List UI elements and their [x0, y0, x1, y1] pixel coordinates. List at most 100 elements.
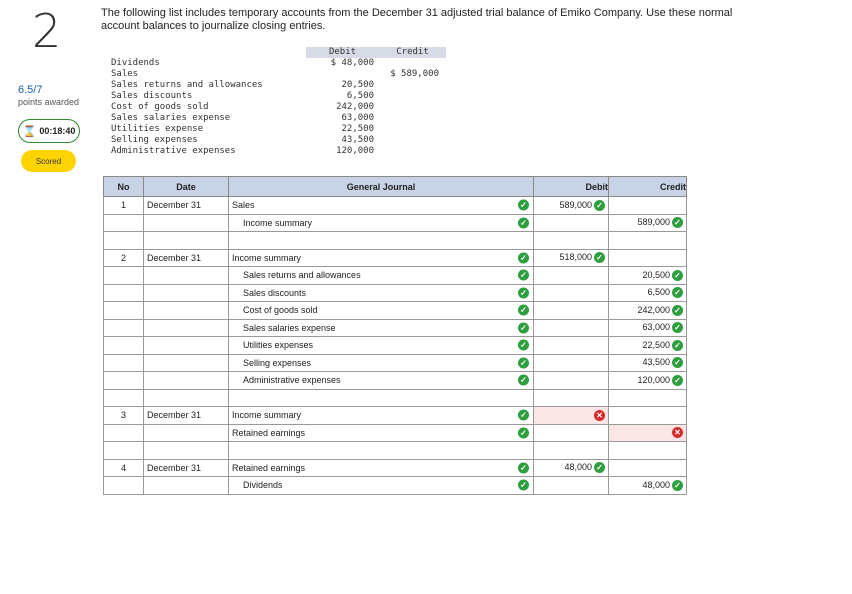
credit-cell[interactable]: 20,500 ✓ — [608, 266, 687, 285]
credit-cell[interactable] — [608, 196, 687, 215]
correct-check-icon: ✓ — [672, 287, 683, 299]
timer[interactable]: ⌛ 00:18:40 — [18, 119, 80, 143]
account-cell[interactable]: Sales returns and allowances ✓ — [228, 266, 534, 285]
debit-cell[interactable] — [533, 423, 609, 442]
account-cell[interactable]: Income summary ✓ — [228, 406, 534, 425]
debit-cell[interactable] — [533, 283, 609, 302]
entry-date[interactable] — [143, 266, 229, 285]
entry-date[interactable] — [143, 283, 229, 302]
account-cell[interactable]: Retained earnings ✓ — [228, 423, 534, 442]
correct-check-icon: ✓ — [518, 339, 529, 351]
journal-row: Sales discounts ✓ 6,500 ✓ — [103, 283, 687, 302]
credit-cell[interactable]: 120,000 ✓ — [608, 371, 687, 390]
journal-row: Sales salaries expense ✓ 63,000 ✓ — [103, 318, 687, 337]
tb-debit: 20,500 — [341, 80, 374, 90]
credit-amount: 20,500 — [642, 269, 670, 280]
debit-cell[interactable]: 48,000 ✓ — [533, 458, 609, 477]
debit-cell[interactable] — [533, 476, 609, 495]
correct-check-icon: ✓ — [672, 304, 683, 316]
debit-cell[interactable]: 518,000 ✓ — [533, 248, 609, 267]
incorrect-x-icon: ✕ — [672, 427, 683, 439]
credit-amount: 242,000 — [637, 304, 670, 315]
account-cell[interactable]: Sales discounts ✓ — [228, 283, 534, 302]
hourglass-icon: ⌛ — [22, 125, 37, 138]
correct-check-icon: ✓ — [594, 199, 605, 211]
credit-amount: 63,000 — [642, 322, 670, 333]
tb-account: Sales discounts — [111, 91, 193, 101]
account-cell[interactable]: Income summary ✓ — [228, 213, 534, 232]
correct-check-icon: ✓ — [672, 479, 683, 491]
entry-date[interactable] — [143, 423, 229, 442]
correct-check-icon: ✓ — [672, 269, 683, 281]
credit-cell[interactable]: 589,000 ✓ — [608, 213, 687, 232]
account-cell[interactable]: Utilities expenses ✓ — [228, 336, 534, 355]
correct-check-icon: ✓ — [594, 462, 605, 474]
debit-cell[interactable] — [533, 318, 609, 337]
credit-cell[interactable]: 6,500 ✓ — [608, 283, 687, 302]
account-cell[interactable]: Administrative expenses ✓ — [228, 371, 534, 390]
entry-date[interactable]: December 31 — [143, 196, 229, 215]
journal-spacer-row — [103, 441, 687, 460]
account-cell[interactable]: Income summary ✓ — [228, 248, 534, 267]
tb-row: Sales returns and allowances 20,500 — [101, 80, 446, 91]
question-number: 2 — [32, 4, 62, 58]
account-cell[interactable]: Selling expenses ✓ — [228, 353, 534, 372]
entry-number — [103, 423, 144, 442]
entry-number — [103, 353, 144, 372]
tb-account: Cost of goods sold — [111, 102, 209, 112]
entry-date[interactable]: December 31 — [143, 406, 229, 425]
account-name: Administrative expenses — [243, 375, 341, 386]
journal-spacer-row — [103, 231, 687, 250]
debit-cell[interactable] — [533, 371, 609, 390]
debit-cell[interactable] — [533, 353, 609, 372]
entry-date[interactable] — [143, 213, 229, 232]
credit-cell[interactable]: 242,000 ✓ — [608, 301, 687, 320]
entry-date[interactable]: December 31 — [143, 248, 229, 267]
journal-row: Cost of goods sold ✓ 242,000 ✓ — [103, 301, 687, 320]
credit-cell[interactable]: 63,000 ✓ — [608, 318, 687, 337]
debit-amount: 518,000 — [559, 252, 592, 263]
entry-date[interactable] — [143, 476, 229, 495]
tb-debit: 63,000 — [341, 113, 374, 123]
tb-row: Dividends $ 48,000 — [101, 58, 446, 69]
tb-row: Cost of goods sold 242,000 — [101, 102, 446, 113]
tb-account: Selling expenses — [111, 135, 198, 145]
entry-date[interactable] — [143, 301, 229, 320]
credit-cell[interactable]: 48,000 ✓ — [608, 476, 687, 495]
account-cell[interactable]: Sales salaries expense ✓ — [228, 318, 534, 337]
tb-row: Selling expenses 43,500 — [101, 135, 446, 146]
col-no: No — [103, 176, 144, 197]
entry-date[interactable] — [143, 353, 229, 372]
credit-cell[interactable]: 22,500 ✓ — [608, 336, 687, 355]
account-cell[interactable]: Dividends ✓ — [228, 476, 534, 495]
entry-date[interactable] — [143, 336, 229, 355]
entry-date[interactable] — [143, 318, 229, 337]
account-cell[interactable]: Cost of goods sold ✓ — [228, 301, 534, 320]
incorrect-x-icon: ✕ — [594, 409, 605, 421]
credit-cell[interactable]: 43,500 ✓ — [608, 353, 687, 372]
debit-cell[interactable] — [533, 336, 609, 355]
debit-cell[interactable] — [533, 213, 609, 232]
tb-row: Utilities expense 22,500 — [101, 124, 446, 135]
credit-cell[interactable]: ✕ — [608, 423, 687, 442]
journal-row: Income summary ✓ 589,000 ✓ — [103, 213, 687, 232]
correct-check-icon: ✓ — [518, 199, 529, 211]
entry-number — [103, 371, 144, 390]
debit-cell[interactable] — [533, 266, 609, 285]
account-cell[interactable]: Retained earnings ✓ — [228, 458, 534, 477]
entry-date[interactable] — [143, 371, 229, 390]
debit-cell[interactable]: 589,000 ✓ — [533, 196, 609, 215]
debit-cell[interactable]: ✕ — [533, 406, 609, 425]
entry-date[interactable]: December 31 — [143, 458, 229, 477]
correct-check-icon: ✓ — [672, 217, 683, 229]
debit-cell[interactable] — [533, 301, 609, 320]
credit-cell[interactable] — [608, 248, 687, 267]
account-cell[interactable]: Sales ✓ — [228, 196, 534, 215]
entry-number: 3 — [103, 406, 144, 425]
credit-cell[interactable] — [608, 406, 687, 425]
account-name: Retained earnings — [232, 462, 306, 473]
correct-check-icon: ✓ — [518, 374, 529, 386]
credit-cell[interactable] — [608, 458, 687, 477]
question-prompt: The following list includes temporary ac… — [101, 7, 733, 32]
tb-row: Sales salaries expense 63,000 — [101, 113, 446, 124]
